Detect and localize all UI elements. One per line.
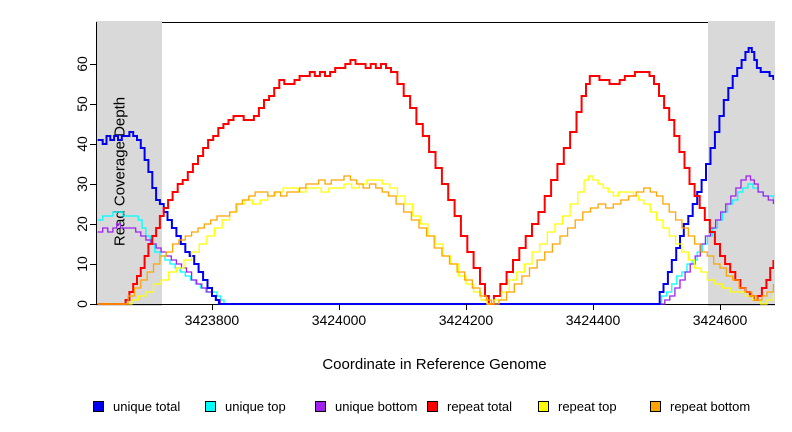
series-repeat-total (97, 59, 774, 305)
legend-label: unique bottom (335, 398, 418, 414)
legend-label: repeat top (558, 398, 617, 414)
legend: unique total unique top unique bottom re… (0, 398, 792, 418)
plot-area: 3423800 3424000 3424200 3424400 3424600 0 10 2… (74, 21, 775, 328)
y-tick (90, 64, 97, 65)
series-unique-total (97, 47, 774, 305)
legend-label: unique top (225, 398, 286, 414)
legend-item-unique-total: unique total (93, 398, 180, 414)
repeat-bottom-swatch-icon (650, 400, 661, 412)
unique-top-swatch-icon (205, 400, 216, 412)
unique-total-swatch-icon (93, 400, 104, 412)
left-gray-band (96, 21, 163, 306)
legend-label: unique total (113, 398, 181, 414)
x-tick (720, 304, 722, 310)
series-unique-bottom (97, 175, 774, 305)
x-tick (338, 304, 340, 310)
y-tick-label: 30 (74, 176, 90, 192)
legend-item-unique-bottom: unique bottom (315, 398, 417, 414)
y-tick-label: 10 (74, 256, 90, 272)
x-tick (211, 304, 213, 310)
y-tick-label: 0 (74, 300, 90, 308)
x-tick-label: 3424600 (692, 312, 748, 328)
legend-label: repeat total (447, 398, 513, 414)
y-tick-label: 50 (74, 96, 90, 112)
legend-item-unique-top: unique top (205, 398, 286, 414)
legend-item-repeat-bottom: repeat bottom (650, 398, 750, 414)
x-tick-label: 3424400 (565, 312, 621, 328)
y-tick-label: 60 (74, 56, 90, 72)
y-tick (90, 104, 97, 105)
y-axis-line (96, 22, 97, 305)
legend-item-repeat-top: repeat top (538, 398, 617, 414)
x-tick-label: 3423800 (184, 312, 240, 328)
y-tick-label: 40 (74, 136, 90, 152)
series-unique-top (97, 183, 774, 305)
x-axis-title: Coordinate in Reference Genome (322, 356, 547, 373)
x-tick (593, 304, 594, 310)
y-tick (90, 144, 97, 145)
unique-bottom-swatch-icon (315, 400, 326, 412)
repeat-top-swatch-icon (538, 400, 549, 412)
x-tick-label: 3424000 (311, 312, 367, 328)
y-tick-label: 20 (74, 216, 90, 232)
coverage-curves (97, 47, 774, 305)
x-tick (465, 304, 467, 310)
y-tick (90, 304, 97, 305)
series-repeat-bottom (97, 175, 774, 305)
x-tick-label: 3424200 (438, 312, 494, 328)
legend-item-repeat-total: repeat total (427, 398, 512, 414)
repeat-total-swatch-icon (427, 400, 438, 412)
y-tick (90, 184, 97, 185)
legend-label: repeat bottom (670, 398, 751, 414)
y-tick (90, 264, 97, 265)
y-tick (90, 224, 97, 225)
